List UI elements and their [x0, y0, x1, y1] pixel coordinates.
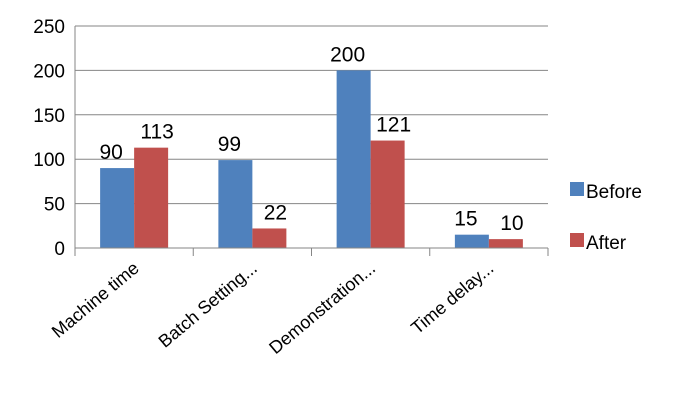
data-label: 10: [500, 212, 523, 235]
legend: Before After: [570, 182, 642, 254]
bar-after: [370, 140, 405, 248]
category-label: Machine time: [48, 258, 143, 342]
bar-before: [218, 160, 253, 248]
bar-before: [336, 70, 371, 249]
category-label: Batch Setting...: [155, 258, 261, 352]
legend-label-after: After: [586, 233, 627, 254]
axes: [74, 26, 549, 256]
bar-after: [488, 239, 523, 248]
legend-swatch-after: [570, 233, 584, 247]
data-label: 200: [330, 43, 365, 66]
bar-after: [134, 147, 169, 248]
data-labels: 90 113 99 22 200 121 15 10: [99, 43, 523, 235]
y-tick-labels: 0 50 100 150 200 250: [33, 17, 65, 260]
legend-swatch-before: [570, 182, 584, 196]
data-label: 22: [264, 201, 287, 224]
category-label: Demonstration...: [265, 258, 379, 358]
data-label: 90: [99, 141, 122, 164]
category-labels: Machine time Batch Setting... Demonstratio…: [48, 258, 498, 358]
y-tick-label: 250: [33, 17, 65, 38]
y-tick-label: 200: [33, 61, 65, 82]
data-label: 99: [218, 133, 241, 156]
y-tick-label: 0: [54, 239, 65, 260]
bar-after: [252, 228, 287, 248]
data-label: 113: [140, 121, 173, 144]
data-label: 121: [376, 114, 411, 137]
bar-before: [100, 168, 135, 248]
y-tick-label: 100: [33, 150, 65, 171]
bars: [100, 70, 523, 249]
data-label: 15: [454, 208, 477, 231]
legend-label-before: Before: [586, 182, 642, 203]
bar-before: [454, 234, 489, 248]
y-tick-label: 150: [33, 106, 65, 127]
y-tick-label: 50: [44, 195, 65, 216]
category-label: Time delay...: [407, 258, 497, 338]
